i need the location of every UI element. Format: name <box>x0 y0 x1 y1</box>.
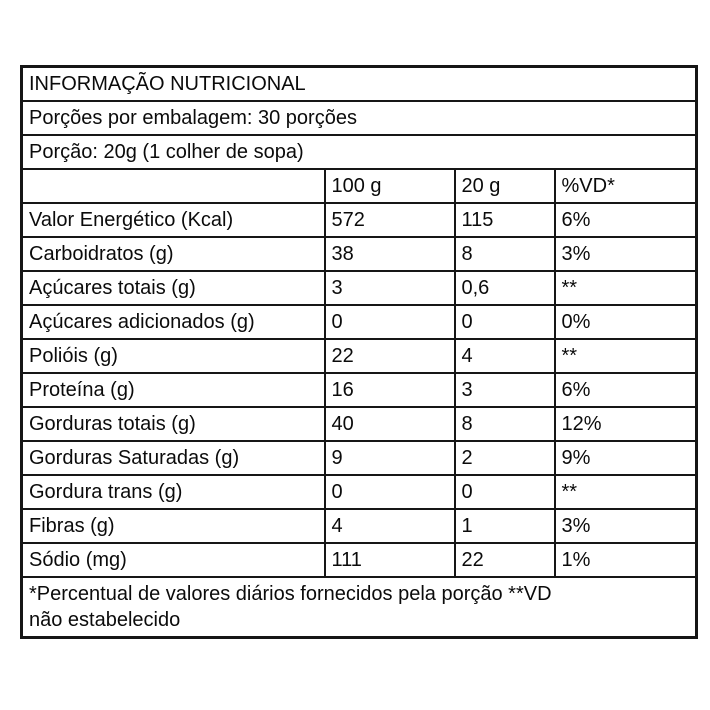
table-row: Valor Energético (Kcal) 572 115 6% <box>20 202 698 238</box>
table-row: Gorduras totais (g) 40 8 12% <box>20 406 698 442</box>
value-percent-dv: 3% <box>553 508 698 544</box>
nutrient-label: Sódio (mg) <box>20 542 326 578</box>
value-percent-dv: 3% <box>553 236 698 272</box>
value-per-20g: 0 <box>453 474 556 510</box>
value-per-20g: 22 <box>453 542 556 578</box>
value-percent-dv: ** <box>553 338 698 374</box>
table-row: Gorduras Saturadas (g) 9 2 9% <box>20 440 698 476</box>
nutrient-label: Proteína (g) <box>20 372 326 408</box>
value-percent-dv: ** <box>553 270 698 306</box>
value-percent-dv: 12% <box>553 406 698 442</box>
value-per-20g: 4 <box>453 338 556 374</box>
footnote: *Percentual de valores diários fornecido… <box>20 576 698 639</box>
value-percent-dv: ** <box>553 474 698 510</box>
column-header-empty <box>20 168 326 204</box>
table-row: Carboidratos (g) 38 8 3% <box>20 236 698 272</box>
value-percent-dv: 6% <box>553 202 698 238</box>
value-per-100g: 572 <box>323 202 456 238</box>
column-header-20g: 20 g <box>453 168 556 204</box>
value-per-100g: 16 <box>323 372 456 408</box>
value-per-100g: 38 <box>323 236 456 272</box>
nutrient-label: Gorduras totais (g) <box>20 406 326 442</box>
table-row: Sódio (mg) 111 22 1% <box>20 542 698 578</box>
nutrition-facts-table: INFORMAÇÃO NUTRICIONAL Porções por embal… <box>20 65 698 639</box>
table-row: Açúcares adicionados (g) 0 0 0% <box>20 304 698 340</box>
nutrient-label: Gorduras Saturadas (g) <box>20 440 326 476</box>
footnote-line-1: *Percentual de valores diários fornecido… <box>29 583 552 605</box>
table-row: Polióis (g) 22 4 ** <box>20 338 698 374</box>
portion-size: Porção: 20g (1 colher de sopa) <box>20 134 698 170</box>
table-row: Gordura trans (g) 0 0 ** <box>20 474 698 510</box>
footnote-line-2: não estabelecido <box>29 609 181 631</box>
value-per-100g: 9 <box>323 440 456 476</box>
title-row: INFORMAÇÃO NUTRICIONAL <box>20 65 698 102</box>
portion-row: Porção: 20g (1 colher de sopa) <box>20 134 698 170</box>
value-percent-dv: 6% <box>553 372 698 408</box>
value-per-20g: 115 <box>453 202 556 238</box>
value-per-100g: 40 <box>323 406 456 442</box>
nutrient-label: Valor Energético (Kcal) <box>20 202 326 238</box>
servings-per-package: Porções por embalagem: 30 porções <box>20 100 698 136</box>
nutrient-label: Fibras (g) <box>20 508 326 544</box>
nutrient-label: Açúcares totais (g) <box>20 270 326 306</box>
value-per-20g: 8 <box>453 406 556 442</box>
value-per-100g: 0 <box>323 474 456 510</box>
value-per-100g: 111 <box>323 542 456 578</box>
value-per-20g: 8 <box>453 236 556 272</box>
nutrient-label: Polióis (g) <box>20 338 326 374</box>
nutrient-label: Carboidratos (g) <box>20 236 326 272</box>
table-row: Açúcares totais (g) 3 0,6 ** <box>20 270 698 306</box>
footnote-row: *Percentual de valores diários fornecido… <box>20 576 698 639</box>
value-per-20g: 1 <box>453 508 556 544</box>
value-percent-dv: 0% <box>553 304 698 340</box>
column-header-100g: 100 g <box>323 168 456 204</box>
value-per-20g: 3 <box>453 372 556 408</box>
table-title: INFORMAÇÃO NUTRICIONAL <box>20 65 698 102</box>
value-per-100g: 3 <box>323 270 456 306</box>
value-per-20g: 0 <box>453 304 556 340</box>
value-percent-dv: 9% <box>553 440 698 476</box>
value-per-100g: 22 <box>323 338 456 374</box>
table-row: Proteína (g) 16 3 6% <box>20 372 698 408</box>
servings-row: Porções por embalagem: 30 porções <box>20 100 698 136</box>
column-header-vd: %VD* <box>553 168 698 204</box>
column-header-row: 100 g 20 g %VD* <box>20 168 698 204</box>
nutrition-rows: Valor Energético (Kcal) 572 115 6% Carboidra… <box>20 202 698 578</box>
value-per-20g: 0,6 <box>453 270 556 306</box>
nutrient-label: Açúcares adicionados (g) <box>20 304 326 340</box>
nutrient-label: Gordura trans (g) <box>20 474 326 510</box>
value-per-20g: 2 <box>453 440 556 476</box>
table-row: Fibras (g) 4 1 3% <box>20 508 698 544</box>
value-percent-dv: 1% <box>553 542 698 578</box>
value-per-100g: 4 <box>323 508 456 544</box>
value-per-100g: 0 <box>323 304 456 340</box>
